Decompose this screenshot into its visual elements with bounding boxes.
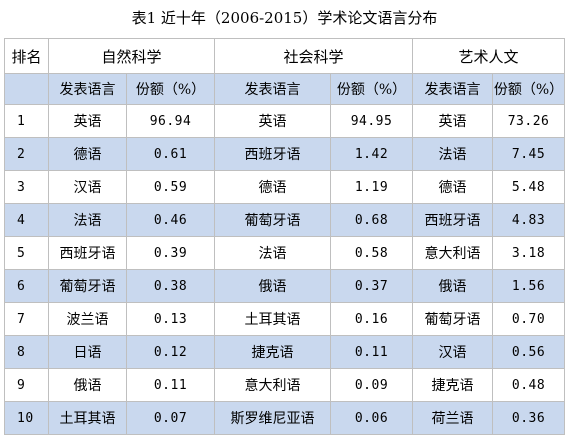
arts-humanities-share-cell: 0.70 [492, 302, 566, 336]
natural-science-share-cell: 0.59 [125, 170, 216, 204]
natural-science-language-cell: 日语 [48, 335, 127, 369]
natural-science-share-cell: 0.13 [125, 302, 216, 336]
arts-humanities-share-cell: 1.56 [492, 269, 566, 303]
table-row: 7 波兰语 0.13 土耳其语 0.16 葡萄牙语 0.70 [4, 302, 566, 336]
natural-science-language-cell: 西班牙语 [48, 236, 127, 270]
subheader-language: 发表语言 [412, 73, 494, 105]
social-science-share-cell: 0.09 [330, 368, 414, 402]
group-header-arts-humanities: 艺术人文 [412, 38, 566, 74]
social-science-language-cell: 斯罗维尼亚语 [214, 401, 332, 435]
arts-humanities-share-cell: 7.45 [492, 137, 566, 171]
rank-cell: 7 [4, 302, 49, 336]
subheader-language: 发表语言 [48, 73, 127, 105]
rank-header: 排名 [4, 38, 49, 74]
language-distribution-table: 排名 自然科学 社会科学 艺术人文 发表语言 份额（%） 发表语言 份额（%） … [4, 38, 566, 435]
rank-cell: 6 [4, 269, 49, 303]
table-row: 9 俄语 0.11 意大利语 0.09 捷克语 0.48 [4, 368, 566, 402]
natural-science-share-cell: 0.07 [125, 401, 216, 435]
table-row: 8 日语 0.12 捷克语 0.11 汉语 0.56 [4, 335, 566, 369]
natural-science-language-cell: 俄语 [48, 368, 127, 402]
social-science-share-cell: 0.37 [330, 269, 414, 303]
natural-science-share-cell: 96.94 [125, 104, 216, 138]
table-row: 4 法语 0.46 葡萄牙语 0.68 西班牙语 4.83 [4, 203, 566, 237]
natural-science-share-cell: 0.39 [125, 236, 216, 270]
group-header-natural-science: 自然科学 [47, 38, 216, 74]
table-body: 1 英语 96.94 英语 94.95 英语 73.26 2 德语 0.61 西班牙语 1.42 法语 7… [4, 104, 566, 435]
table-row: 2 德语 0.61 西班牙语 1.42 法语 7.45 [4, 137, 566, 171]
arts-humanities-share-cell: 73.26 [492, 104, 566, 138]
table-row: 1 英语 96.94 英语 94.95 英语 73.26 [4, 104, 566, 138]
arts-humanities-share-cell: 4.83 [492, 203, 566, 237]
arts-humanities-share-cell: 0.48 [492, 368, 566, 402]
social-science-language-cell: 法语 [214, 236, 332, 270]
arts-humanities-share-cell: 3.18 [492, 236, 566, 270]
table-row: 5 西班牙语 0.39 法语 0.58 意大利语 3.18 [4, 236, 566, 270]
social-science-share-cell: 0.16 [330, 302, 414, 336]
social-science-language-cell: 英语 [214, 104, 332, 138]
group-header-social-science: 社会科学 [214, 38, 414, 74]
rank-subheader-empty [4, 73, 49, 105]
natural-science-language-cell: 德语 [48, 137, 127, 171]
rank-cell: 3 [4, 170, 49, 204]
table-row: 10 土耳其语 0.07 斯罗维尼亚语 0.06 荷兰语 0.36 [4, 401, 566, 435]
social-science-share-cell: 0.06 [330, 401, 414, 435]
arts-humanities-language-cell: 英语 [412, 104, 494, 138]
rank-cell: 1 [4, 104, 49, 138]
arts-humanities-share-cell: 0.36 [492, 401, 566, 435]
rank-cell: 4 [4, 203, 49, 237]
arts-humanities-language-cell: 俄语 [412, 269, 494, 303]
natural-science-language-cell: 法语 [48, 203, 127, 237]
table-row: 6 葡萄牙语 0.38 俄语 0.37 俄语 1.56 [4, 269, 566, 303]
rank-cell: 5 [4, 236, 49, 270]
natural-science-share-cell: 0.12 [125, 335, 216, 369]
subheader-share: 份额（%） [492, 73, 566, 105]
arts-humanities-share-cell: 5.48 [492, 170, 566, 204]
arts-humanities-language-cell: 捷克语 [412, 368, 494, 402]
natural-science-language-cell: 英语 [48, 104, 127, 138]
table-title: 表1 近十年（2006-2015）学术论文语言分布 [131, 9, 438, 27]
social-science-language-cell: 葡萄牙语 [214, 203, 332, 237]
social-science-language-cell: 德语 [214, 170, 332, 204]
natural-science-language-cell: 汉语 [48, 170, 127, 204]
social-science-language-cell: 意大利语 [214, 368, 332, 402]
group-header-row: 排名 自然科学 社会科学 艺术人文 [4, 38, 566, 74]
subheader-share: 份额（%） [125, 73, 216, 105]
social-science-share-cell: 0.58 [330, 236, 414, 270]
rank-cell: 10 [4, 401, 49, 435]
social-science-language-cell: 西班牙语 [214, 137, 332, 171]
arts-humanities-share-cell: 0.56 [492, 335, 566, 369]
natural-science-language-cell: 葡萄牙语 [48, 269, 127, 303]
social-science-share-cell: 0.68 [330, 203, 414, 237]
arts-humanities-language-cell: 荷兰语 [412, 401, 494, 435]
rank-cell: 8 [4, 335, 49, 369]
table-row: 3 汉语 0.59 德语 1.19 德语 5.48 [4, 170, 566, 204]
arts-humanities-language-cell: 意大利语 [412, 236, 494, 270]
arts-humanities-language-cell: 德语 [412, 170, 494, 204]
sub-header-row: 发表语言 份额（%） 发表语言 份额（%） 发表语言 份额（%） [4, 73, 566, 105]
subheader-language: 发表语言 [214, 73, 332, 105]
subheader-share: 份额（%） [330, 73, 414, 105]
rank-cell: 9 [4, 368, 49, 402]
arts-humanities-language-cell: 葡萄牙语 [412, 302, 494, 336]
arts-humanities-language-cell: 西班牙语 [412, 203, 494, 237]
natural-science-language-cell: 土耳其语 [48, 401, 127, 435]
social-science-language-cell: 捷克语 [214, 335, 332, 369]
social-science-share-cell: 1.19 [330, 170, 414, 204]
social-science-share-cell: 94.95 [330, 104, 414, 138]
social-science-language-cell: 土耳其语 [214, 302, 332, 336]
social-science-share-cell: 1.42 [330, 137, 414, 171]
social-science-share-cell: 0.11 [330, 335, 414, 369]
natural-science-share-cell: 0.38 [125, 269, 216, 303]
rank-cell: 2 [4, 137, 49, 171]
natural-science-share-cell: 0.46 [125, 203, 216, 237]
arts-humanities-language-cell: 法语 [412, 137, 494, 171]
social-science-language-cell: 俄语 [214, 269, 332, 303]
natural-science-share-cell: 0.11 [125, 368, 216, 402]
natural-science-language-cell: 波兰语 [48, 302, 127, 336]
natural-science-share-cell: 0.61 [125, 137, 216, 171]
arts-humanities-language-cell: 汉语 [412, 335, 494, 369]
